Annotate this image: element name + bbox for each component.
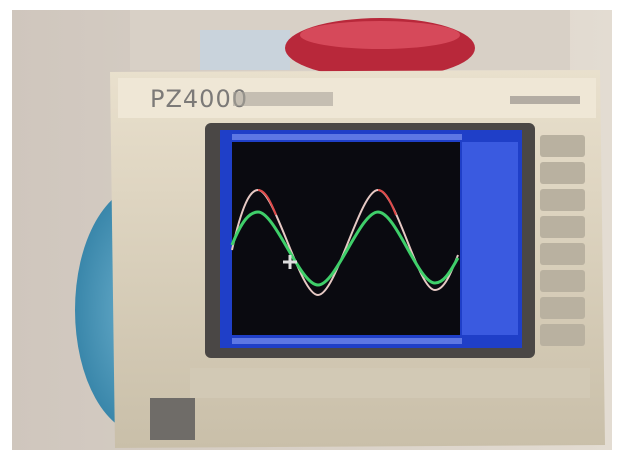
waveform-voltage bbox=[231, 188, 459, 297]
model-label: PZ4000 bbox=[150, 85, 248, 113]
waveform-highlight bbox=[257, 189, 397, 216]
model-subtitle bbox=[233, 92, 333, 106]
blue-box bbox=[200, 30, 290, 70]
side-panel bbox=[462, 142, 518, 335]
brand-mark bbox=[510, 96, 580, 104]
lower-panel bbox=[190, 368, 590, 398]
waveform-current bbox=[230, 210, 460, 287]
plot-area bbox=[232, 142, 460, 335]
drive-slot bbox=[150, 398, 195, 440]
button-column bbox=[540, 135, 585, 346]
red-object-top bbox=[300, 21, 460, 49]
bottom-bar bbox=[232, 338, 462, 344]
status-bar bbox=[232, 134, 462, 140]
cursor bbox=[283, 255, 297, 269]
